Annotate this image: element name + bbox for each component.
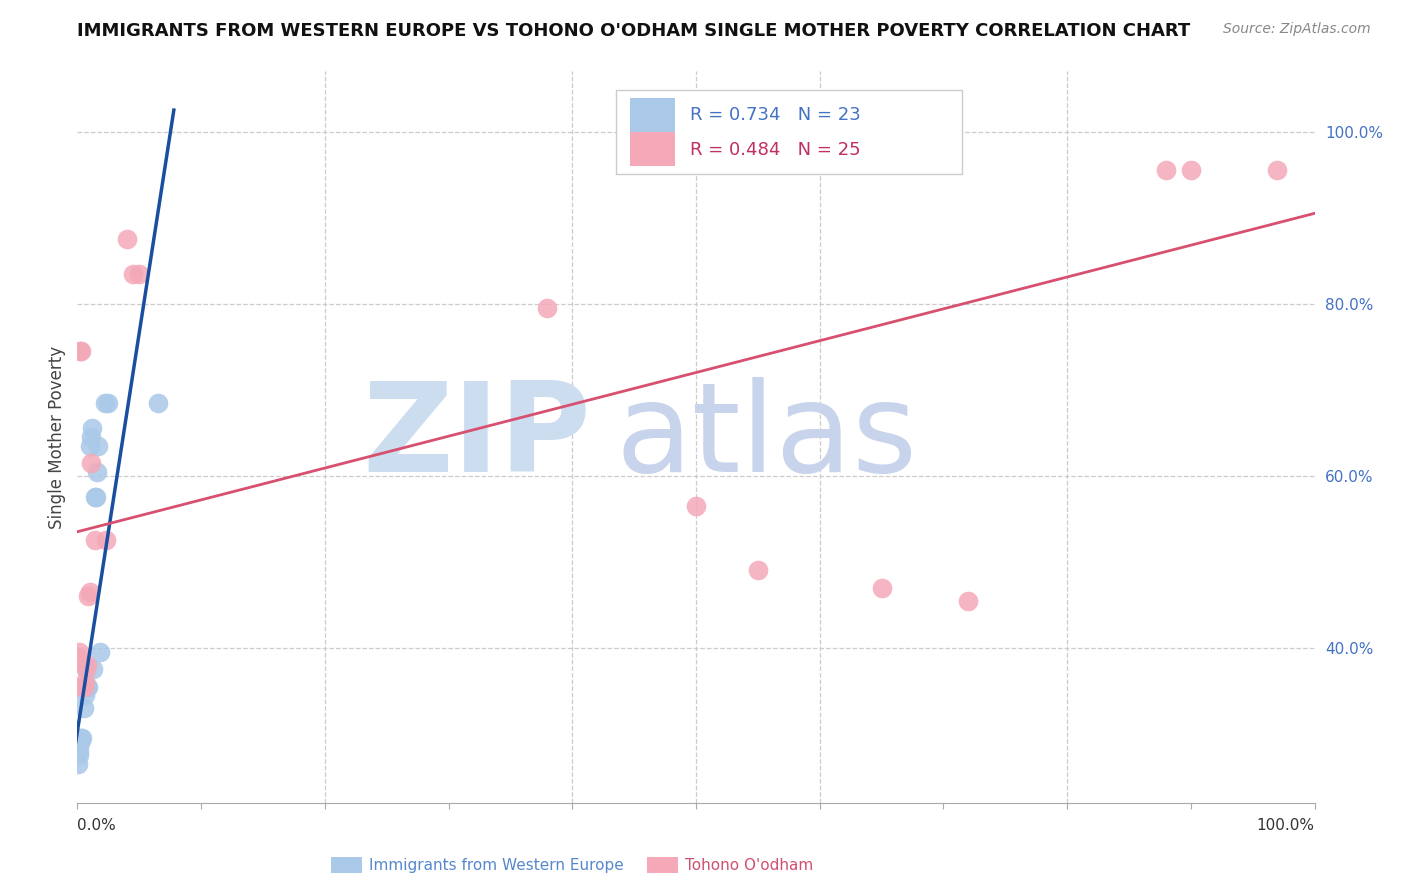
Point [1154, 163, 1177, 178]
Point [83, 491, 105, 505]
Point [870, 581, 893, 595]
Point [1267, 163, 1289, 178]
Point [76, 658, 98, 673]
Point [79, 585, 101, 599]
Point [77, 589, 100, 603]
Text: atlas: atlas [616, 376, 918, 498]
Point [72, 731, 94, 746]
Text: R = 0.734   N = 23: R = 0.734 N = 23 [690, 106, 860, 124]
Point [67, 645, 90, 659]
Bar [630, 132, 675, 167]
FancyBboxPatch shape [616, 90, 962, 174]
Point [128, 267, 150, 281]
Point [80, 456, 103, 470]
Text: 100.0%: 100.0% [1257, 818, 1315, 833]
Point [87, 439, 110, 453]
Point [97, 395, 120, 409]
Text: IMMIGRANTS FROM WESTERN EUROPE VS TOHONO O'ODHAM SINGLE MOTHER POVERTY CORRELATI: IMMIGRANTS FROM WESTERN EUROPE VS TOHONO… [77, 22, 1191, 40]
Point [122, 267, 145, 281]
Text: R = 0.484   N = 25: R = 0.484 N = 25 [690, 141, 860, 159]
Point [89, 645, 111, 659]
Point [73, 688, 96, 702]
Legend: Immigrants from Western Europe, Tohono O'odham: Immigrants from Western Europe, Tohono O… [325, 851, 820, 880]
Point [86, 465, 108, 479]
Text: ZIP: ZIP [363, 376, 591, 498]
Point [72, 680, 94, 694]
Point [536, 301, 558, 315]
Point [69, 735, 91, 749]
Point [75, 662, 97, 676]
Y-axis label: Single Mother Poverty: Single Mother Poverty [48, 345, 66, 529]
Point [76, 680, 98, 694]
Point [72, 680, 94, 694]
Point [82, 421, 104, 435]
Point [79, 439, 101, 453]
Point [94, 533, 117, 548]
Point [67, 744, 90, 758]
Point [66, 757, 89, 772]
Point [72, 701, 94, 715]
Point [115, 232, 138, 246]
Point [70, 344, 93, 359]
Point [70, 731, 93, 746]
Point [83, 533, 105, 548]
Bar [630, 98, 675, 132]
Point [82, 662, 104, 676]
Text: 0.0%: 0.0% [77, 818, 117, 833]
Point [146, 395, 169, 409]
Point [747, 564, 769, 578]
Point [73, 675, 96, 690]
Point [84, 491, 107, 505]
Point [957, 593, 980, 607]
Point [80, 430, 103, 444]
Point [67, 748, 90, 763]
Point [93, 395, 115, 409]
Point [66, 649, 89, 664]
Point [77, 680, 100, 694]
Point [69, 344, 91, 359]
Text: Source: ZipAtlas.com: Source: ZipAtlas.com [1223, 22, 1371, 37]
Point [75, 662, 97, 676]
Point [1180, 163, 1202, 178]
Point [685, 499, 707, 513]
